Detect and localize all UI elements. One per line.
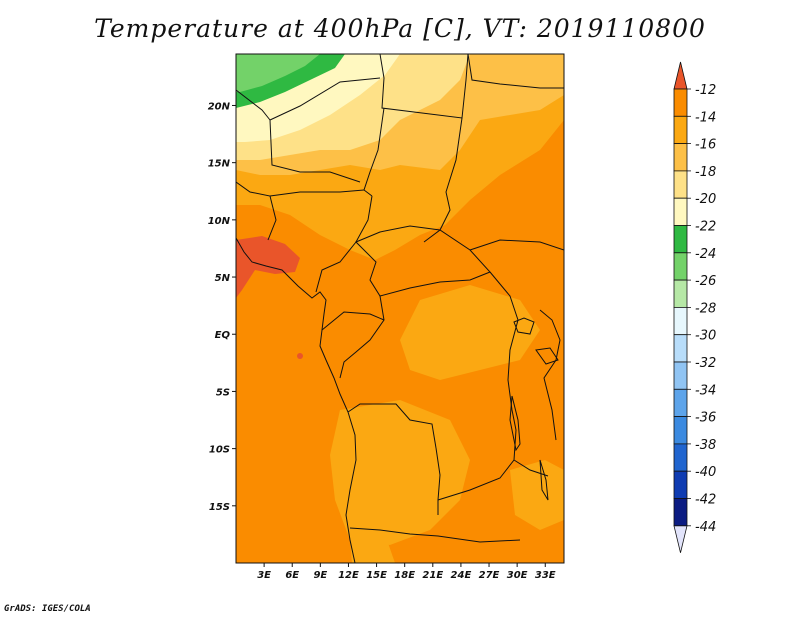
lat-tick-label: 5N bbox=[215, 273, 231, 284]
coastline-west-africa bbox=[236, 237, 357, 563]
colorbar-swatch bbox=[673, 498, 688, 527]
field-spot-red-orange bbox=[297, 353, 303, 359]
colorbar-label: -42 bbox=[695, 493, 716, 508]
lon-tick-label: 15E bbox=[366, 570, 387, 581]
border-south-sudan bbox=[469, 239, 564, 251]
colorbar-swatch bbox=[673, 361, 688, 390]
colorbar-swatch bbox=[673, 388, 688, 417]
colorbar-swatch bbox=[673, 416, 688, 445]
lon-tick-label: 30E bbox=[507, 570, 528, 581]
colorbar-label: -16 bbox=[695, 138, 716, 153]
border-libya-chad bbox=[379, 54, 469, 119]
lon-tick-label: 27E bbox=[479, 570, 500, 581]
lat-tick-label: 5S bbox=[216, 387, 230, 398]
lake-outline-3 bbox=[509, 395, 521, 452]
latitude-ticks: 20N 15N 10N 5N EQ 5S 10S 15S bbox=[208, 101, 236, 513]
colorbar-swatch bbox=[673, 443, 688, 472]
lon-tick-label: 9E bbox=[313, 570, 327, 581]
colorbar-label: -22 bbox=[695, 220, 716, 235]
colorbar-label: -30 bbox=[695, 329, 716, 344]
lon-tick-label: 3E bbox=[257, 570, 271, 581]
lat-tick-label: 20N bbox=[208, 101, 231, 112]
colorbar-swatch bbox=[673, 279, 688, 308]
colorbar-top-arrow bbox=[673, 61, 688, 90]
colorbar-label: -28 bbox=[695, 301, 716, 316]
colorbar-swatch bbox=[673, 88, 688, 117]
border-nigeria-north bbox=[269, 189, 365, 197]
lat-tick-label: 10S bbox=[209, 445, 230, 456]
longitude-ticks: 3E 6E 9E 12E 15E 18E 21E 24E 27E 30E 33E bbox=[257, 563, 556, 581]
lon-tick-label: 18E bbox=[394, 570, 415, 581]
field-band-light-orange-south bbox=[330, 400, 470, 545]
colorbar-bottom-arrow bbox=[673, 525, 688, 553]
colorbar-swatch bbox=[673, 225, 688, 254]
colorbar-swatch bbox=[673, 197, 688, 226]
colorbar-label: -34 bbox=[695, 383, 716, 398]
field-band-light-orange-central bbox=[400, 285, 540, 380]
colorbar-label: -12 bbox=[695, 83, 716, 98]
map-plot-frame bbox=[235, 53, 565, 564]
colorbar-swatch bbox=[673, 143, 688, 172]
border-west-coast bbox=[236, 181, 277, 241]
colorbar-swatch bbox=[673, 334, 688, 363]
lon-tick-label: 21E bbox=[422, 570, 443, 581]
lake-outline-4 bbox=[539, 459, 549, 501]
colorbar-swatch bbox=[673, 252, 688, 281]
colorbar-label: -40 bbox=[695, 465, 716, 480]
colorbar-label: -32 bbox=[695, 356, 716, 371]
border-gabon-congo bbox=[321, 311, 385, 331]
border-zambia bbox=[437, 459, 549, 501]
colorbar: -12 -14 -16 -18 -20 -22 -24 -26 -28 -30 -32 -34 -36 -… bbox=[673, 61, 716, 553]
field-band-light-orange-southeast bbox=[510, 460, 564, 530]
colorbar-label: -26 bbox=[695, 274, 716, 289]
colorbar-label: -36 bbox=[695, 411, 716, 426]
colorbar-swatch bbox=[673, 470, 688, 499]
colorbar-label: -20 bbox=[695, 192, 716, 207]
border-west-sahel bbox=[236, 89, 271, 121]
border-northeast bbox=[467, 54, 564, 89]
colorbar-swatch bbox=[673, 115, 688, 145]
border-angola-namibia bbox=[349, 527, 521, 543]
grads-credit: GrADS: IGES/COLA bbox=[4, 604, 91, 614]
border-drc-east bbox=[489, 271, 519, 461]
lon-tick-label: 24E bbox=[451, 570, 472, 581]
border-east-africa bbox=[539, 309, 561, 441]
map-title: Temperature at 400hPa [C], VT: 201911080… bbox=[94, 14, 706, 43]
colorbar-label: -18 bbox=[695, 165, 716, 180]
lon-tick-label: 12E bbox=[338, 570, 359, 581]
lat-tick-label: 15S bbox=[209, 502, 230, 513]
lake-outline-1 bbox=[513, 317, 535, 335]
colorbar-swatch bbox=[673, 170, 688, 199]
lat-tick-label: EQ bbox=[215, 330, 231, 341]
border-nigeria-cameroon bbox=[315, 195, 373, 293]
border-angola-north bbox=[347, 403, 437, 449]
colorbar-label: -24 bbox=[695, 247, 716, 262]
lat-tick-label: 15N bbox=[208, 159, 231, 170]
border-chad-sudan bbox=[423, 117, 463, 243]
colorbar-label: -14 bbox=[695, 110, 716, 125]
field-band-light-green bbox=[236, 54, 320, 92]
temperature-field bbox=[236, 54, 564, 563]
lon-tick-label: 33E bbox=[535, 570, 556, 581]
lon-tick-label: 6E bbox=[285, 570, 299, 581]
colorbar-label: -44 bbox=[695, 520, 716, 535]
border-mali-niger bbox=[269, 119, 361, 183]
border-angola-east bbox=[435, 447, 441, 515]
border-car bbox=[355, 225, 491, 297]
colorbar-label: -38 bbox=[695, 438, 716, 453]
border-drc-west bbox=[339, 295, 385, 379]
border-niger-north bbox=[269, 77, 381, 121]
lat-tick-label: 10N bbox=[208, 216, 231, 227]
country-borders bbox=[236, 54, 564, 563]
border-niger-chad bbox=[363, 107, 385, 197]
colorbar-swatch bbox=[673, 306, 688, 336]
lake-outline-2 bbox=[535, 347, 559, 365]
